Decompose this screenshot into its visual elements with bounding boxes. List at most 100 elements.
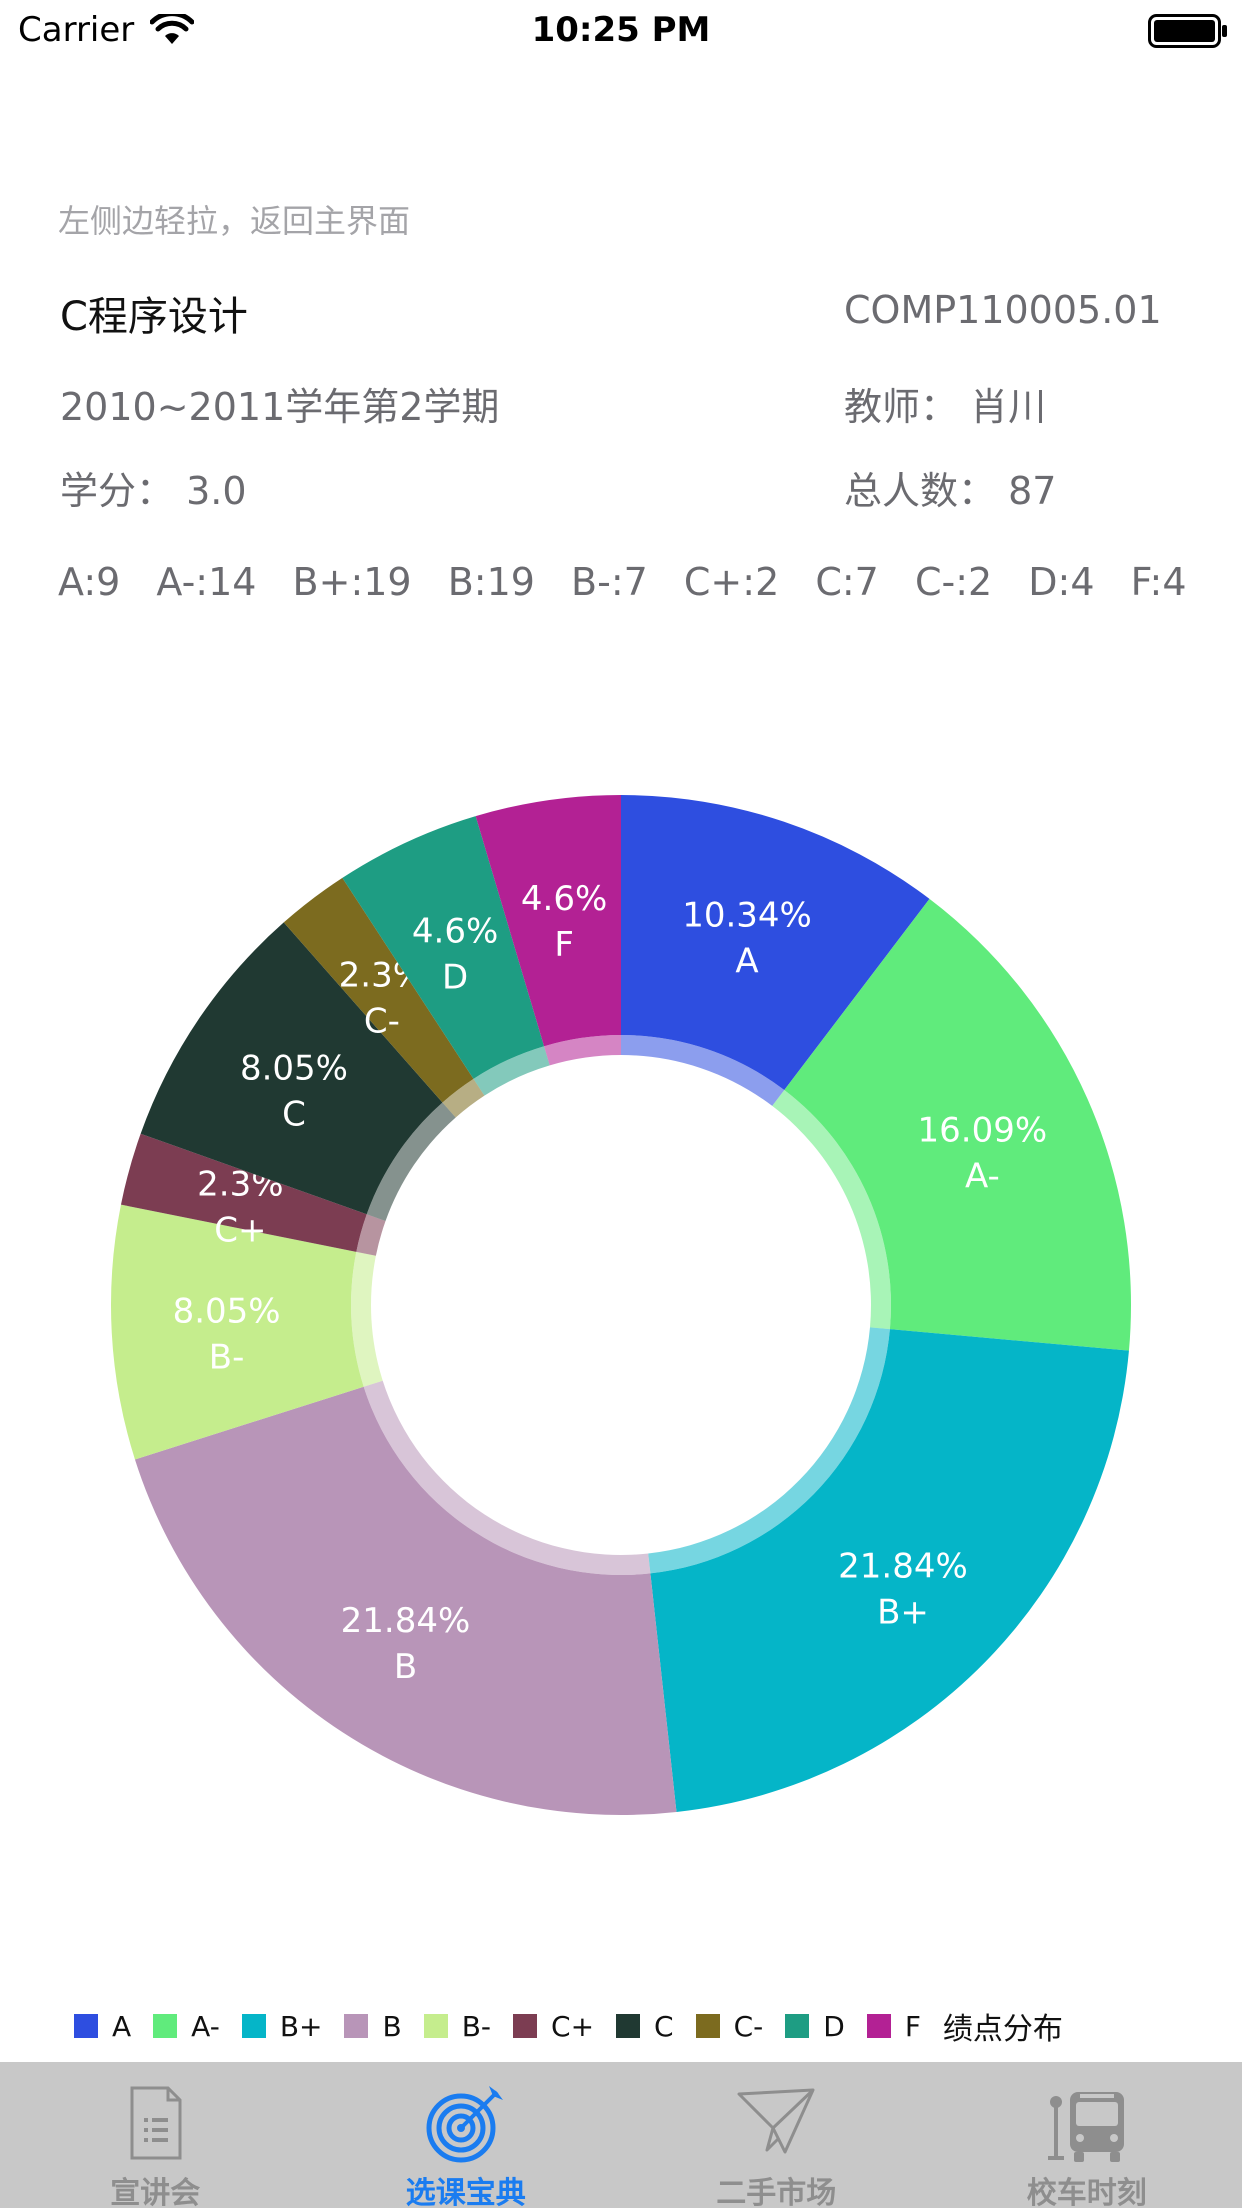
grade-distribution-chart[interactable]: 10.34%A16.09%A-21.84%B+21.84%B8.05%B-2.3…: [0, 760, 1242, 1870]
pie-slice-B[interactable]: [134, 1386, 677, 1816]
slice-percent-label: 16.09%: [918, 1110, 1048, 1150]
course-credit: 学分： 3.0: [60, 469, 247, 513]
pie-slice-inner-ring: [366, 1102, 456, 1222]
wifi-icon: [150, 14, 194, 44]
legend-swatch: [866, 2014, 891, 2038]
legend-title: 绩点分布: [942, 2012, 1063, 2047]
document-list-icon: [130, 2086, 182, 2160]
pie-slice-inner-ring: [648, 1327, 890, 1574]
slice-category-label: A-: [965, 1156, 1000, 1196]
legend-item: C: [616, 2010, 674, 2043]
slice-category-label: D: [442, 958, 468, 998]
legend-label: C-: [733, 2009, 764, 2043]
pie-slice-D[interactable]: [342, 816, 545, 1079]
pie-slice-inner-ring: [363, 1380, 651, 1575]
slice-percent-label: 4.6%: [521, 879, 607, 919]
grade-count: B+:19: [292, 560, 412, 604]
pie-slice-F[interactable]: [475, 795, 621, 1047]
grade-count: C-:2: [914, 560, 993, 604]
pie-slice-C-minus[interactable]: [283, 877, 474, 1103]
legend-label: A: [112, 2009, 132, 2043]
grade-count: A-:14: [156, 560, 257, 604]
legend-item: C+: [513, 2010, 594, 2043]
pie-slice-B-minus[interactable]: [110, 1204, 364, 1460]
legend-swatch: [513, 2014, 538, 2038]
legend-swatch: [423, 2014, 448, 2038]
grade-counts: A:9 A-:14 B+:19 B:19 B-:7 C+:2 C:7 C-:2 …: [58, 560, 1211, 604]
pie-slice-inner-ring: [772, 1089, 891, 1330]
grade-count: C+:2: [683, 560, 780, 604]
course-code: COMP110005.01: [844, 288, 1162, 332]
tab-second-hand-market[interactable]: 二手市场: [621, 2062, 932, 2208]
tab-label: 二手市场: [716, 2176, 837, 2208]
course-name: C程序设计: [60, 294, 248, 340]
grade-count: C:7: [815, 560, 879, 604]
legend-label: D: [823, 2009, 845, 2043]
pie-slice-inner-ring: [351, 1251, 383, 1387]
legend-item: A-: [153, 2010, 220, 2043]
course-term: 2010~2011学年第2学期: [60, 385, 500, 429]
tab-label: 校车时刻: [1026, 2176, 1147, 2208]
slice-category-label: C+: [214, 1211, 266, 1251]
legend-swatch: [785, 2014, 810, 2038]
legend-item: A: [74, 2010, 131, 2043]
tab-presentations[interactable]: 宣讲会: [0, 2062, 311, 2208]
slice-category-label: C: [282, 1094, 306, 1134]
slice-category-label: A: [735, 942, 758, 982]
grade-count: D:4: [1028, 560, 1095, 604]
legend-swatch: [241, 2014, 266, 2038]
legend-item: B+: [241, 2009, 323, 2043]
slice-percent-label: 8.05%: [173, 1292, 281, 1332]
legend-item: B-: [423, 2009, 492, 2043]
legend-item: C-: [695, 2009, 764, 2043]
slice-percent-label: 21.84%: [838, 1547, 968, 1587]
legend-label: B-: [461, 2009, 492, 2043]
paper-plane-icon: [737, 2088, 815, 2154]
pie-slice-inner-ring: [442, 1078, 485, 1118]
legend-swatch: [695, 2014, 720, 2038]
slice-category-label: C-: [364, 1002, 400, 1042]
grade-count: A:9: [58, 560, 121, 604]
legend-label: B: [382, 2009, 402, 2043]
slice-category-label: B+: [877, 1593, 929, 1633]
legend-label: A-: [191, 2009, 220, 2043]
legend-swatch: [344, 2014, 369, 2038]
back-hint: 左侧边轻拉，返回主界面: [58, 202, 411, 240]
clock: 10:25 PM: [531, 10, 711, 50]
tab-shuttle-bus[interactable]: 校车时刻: [932, 2062, 1242, 2208]
course-total-students: 总人数： 87: [844, 469, 1057, 513]
pie-slice-C-plus[interactable]: [120, 1133, 367, 1252]
legend-item: F: [866, 2009, 921, 2043]
tab-bar: 宣讲会 选课宝典 二手市场: [0, 2062, 1242, 2208]
legend-item: D: [785, 2010, 845, 2043]
grade-count: B:19: [447, 560, 535, 604]
legend-label: F: [904, 2009, 921, 2043]
pie-slice-C[interactable]: [140, 922, 443, 1215]
pie-slice-A-minus[interactable]: [784, 898, 1131, 1351]
slice-percent-label: 10.34%: [682, 896, 812, 936]
legend-label: C+: [551, 2009, 595, 2043]
slice-category-label: B-: [209, 1338, 245, 1378]
course-teacher: 教师： 肖川: [844, 385, 1047, 429]
tab-course-guide[interactable]: 选课宝典: [311, 2062, 622, 2208]
legend-item: B: [344, 2009, 402, 2043]
pie-slice-A[interactable]: [621, 795, 930, 1090]
carrier-label: Carrier: [18, 10, 135, 50]
legend-swatch: [153, 2014, 178, 2038]
slice-percent-label: 4.6%: [412, 912, 498, 952]
chart-legend: A A- B+ B B- C+ C C- D F 绩点分布: [74, 2008, 1063, 2047]
legend-label: B+: [279, 2009, 323, 2043]
legend-swatch: [616, 2014, 641, 2038]
slice-category-label: F: [554, 925, 574, 965]
slice-percent-label: 8.05%: [240, 1048, 348, 1088]
tab-label: 宣讲会: [110, 2176, 201, 2208]
status-bar: Carrier 10:25 PM: [0, 0, 1242, 60]
pie-slice-inner-ring: [473, 1046, 550, 1096]
tab-label: 选课宝典: [405, 2176, 526, 2208]
grade-count: B-:7: [571, 560, 648, 604]
slice-category-label: B: [394, 1647, 417, 1687]
pie-slice-B-plus[interactable]: [650, 1329, 1129, 1812]
target-icon: [426, 2086, 503, 2163]
grade-count: F:4: [1130, 560, 1187, 604]
legend-label: C: [654, 2009, 674, 2043]
